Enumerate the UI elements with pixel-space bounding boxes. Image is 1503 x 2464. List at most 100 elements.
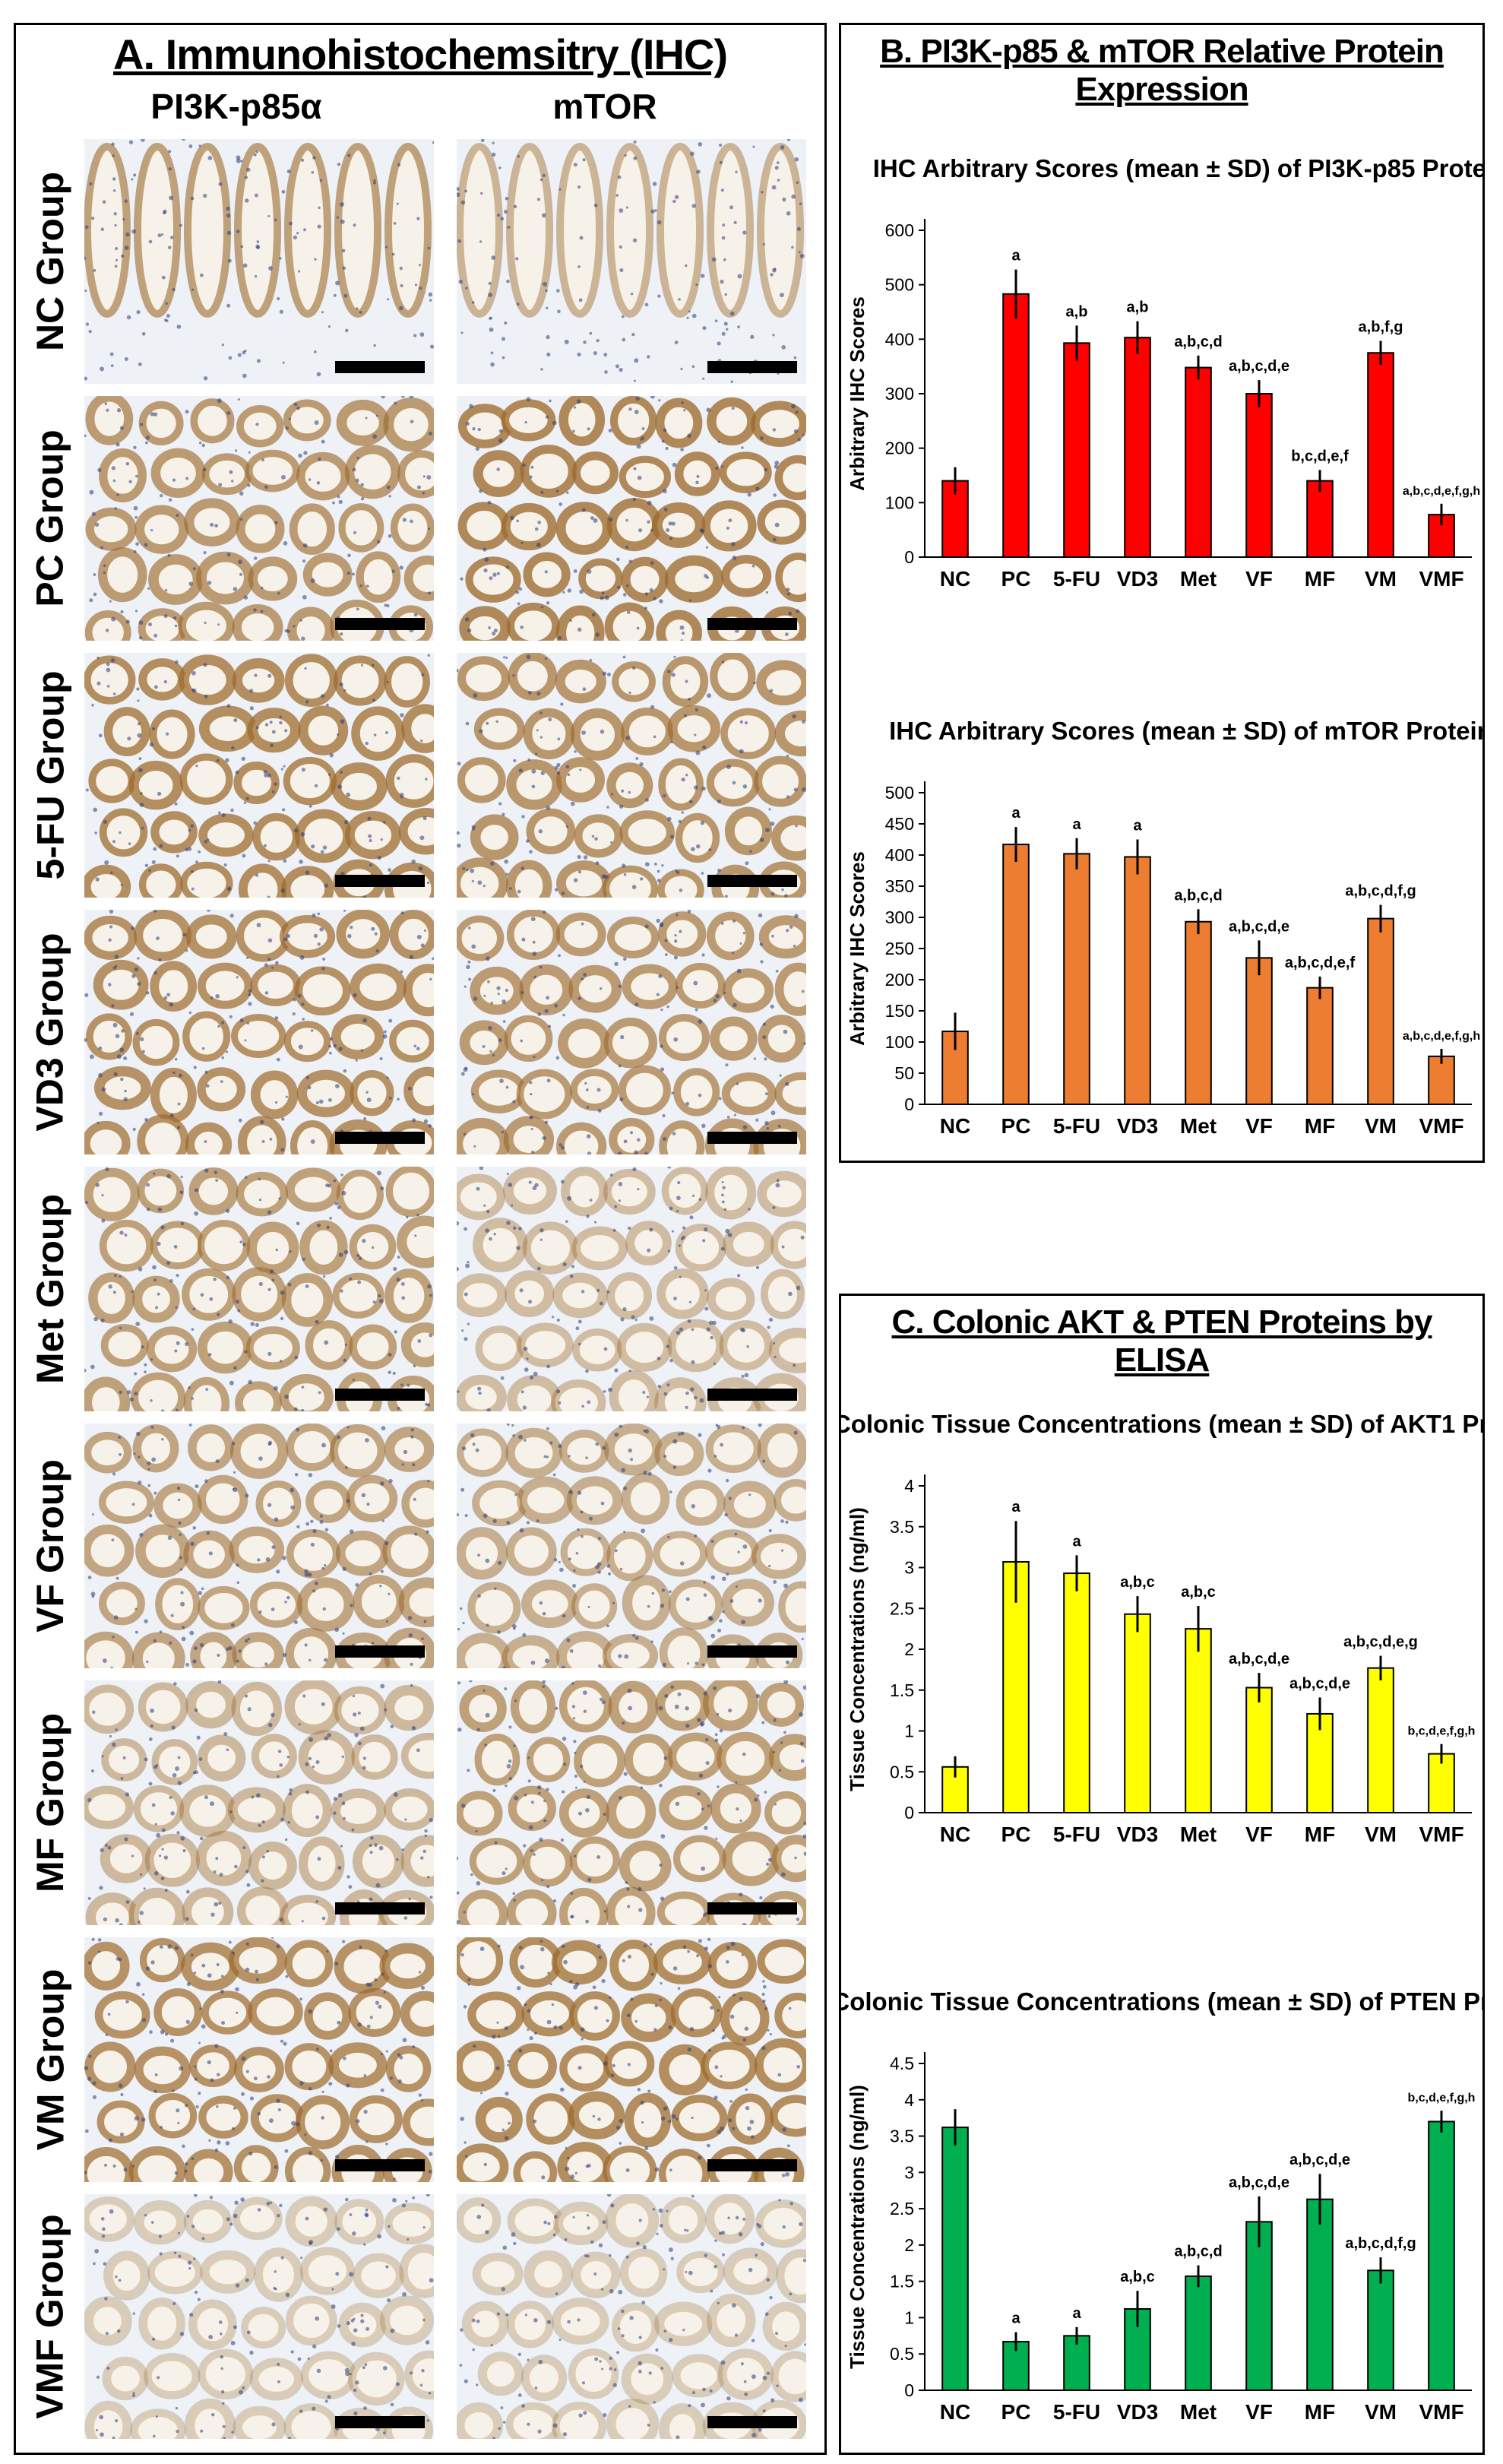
x-tick-label: Met xyxy=(1180,1823,1217,1846)
significance-label: a xyxy=(1011,2310,1020,2327)
scale-bar xyxy=(707,1902,797,1915)
x-tick-label: PC xyxy=(1001,567,1031,591)
chart-akt1: Colonic Tissue Concentrations (mean ± SD… xyxy=(841,1410,1482,1846)
y-tick-label: 0 xyxy=(904,547,914,567)
x-tick-label: Met xyxy=(1180,567,1217,591)
row-label-text: MF Group xyxy=(29,1712,71,1893)
significance-label: a,b,f,g xyxy=(1359,318,1403,335)
panel-a-title: A. Immunohistochemsitry (IHC) xyxy=(113,30,728,78)
y-axis-label: Arbitrary IHC Scores xyxy=(846,851,869,1046)
micrograph-mtor xyxy=(457,2194,806,2439)
y-tick-label: 200 xyxy=(885,439,914,458)
micrograph-pi3k xyxy=(84,396,434,641)
y-tick-label: 2.5 xyxy=(890,2199,914,2219)
bar xyxy=(1428,1753,1455,1814)
bar xyxy=(1063,2335,1090,2392)
micrograph-mtor xyxy=(457,396,806,641)
x-tick-label: VM xyxy=(1365,1114,1397,1138)
y-tick-label: 0 xyxy=(904,1094,914,1114)
bar xyxy=(1063,1572,1090,1813)
y-tick-label: 50 xyxy=(894,1063,914,1083)
bar xyxy=(1245,1686,1273,1813)
scale-bar xyxy=(335,618,425,630)
panel-b-ihc-scores: B. PI3K-p85 & mTOR Relative Protein Expr… xyxy=(839,23,1485,1163)
row-label: VMF Group xyxy=(16,2194,84,2439)
significance-label: a,b,c xyxy=(1120,2269,1155,2285)
significance-label: a,b,c,d,e xyxy=(1289,1675,1350,1692)
micrograph-mtor xyxy=(457,653,806,898)
chart-title: IHC Arbitrary Scores (mean ± SD) of PI3K… xyxy=(873,154,1482,182)
x-tick-label: Met xyxy=(1180,2400,1217,2424)
panel-c-title: C. Colonic AKT & PTEN Proteins by ELISA xyxy=(891,1303,1433,1379)
y-axis-label: Tissue Concentrations (ng/ml) xyxy=(846,2085,869,2369)
bar xyxy=(1185,2275,1212,2391)
x-tick-label: MF xyxy=(1305,1823,1335,1846)
row-label: VM Group xyxy=(16,1937,84,2182)
x-tick-label: PC xyxy=(1001,1114,1031,1138)
significance-label: b,c,d,e,f,g,h xyxy=(1408,2092,1476,2105)
significance-label: a,b,c,d,e,f,g,h xyxy=(1403,485,1480,498)
x-tick-label: VF xyxy=(1245,1823,1273,1846)
row-label-text: NC Group xyxy=(29,171,71,352)
row-label-text: 5-FU Group xyxy=(29,670,72,880)
x-tick-label: NC xyxy=(940,1823,970,1846)
micrograph-pi3k xyxy=(84,1424,434,1668)
significance-label: a,b,c xyxy=(1181,1584,1216,1601)
bar xyxy=(1367,2269,1394,2392)
y-tick-label: 350 xyxy=(885,876,914,896)
significance-label: a xyxy=(1011,805,1020,822)
micrograph-mtor xyxy=(457,139,806,384)
column-header-mtor: mTOR xyxy=(552,87,657,126)
significance-label: a,b,c,d xyxy=(1174,334,1222,350)
x-tick-label: MF xyxy=(1305,1114,1335,1138)
chart-pi3k-p85: IHC Arbitrary Scores (mean ± SD) of PI3K… xyxy=(846,154,1482,591)
scale-bar xyxy=(335,1389,425,1401)
panel-c-elisa: C. Colonic AKT & PTEN Proteins by ELISA … xyxy=(839,1294,1485,2455)
x-tick-label: Met xyxy=(1180,1114,1217,1138)
significance-label: a xyxy=(1072,2305,1081,2322)
x-tick-label: NC xyxy=(940,1114,970,1138)
scale-bar xyxy=(707,875,797,887)
micrograph-mtor xyxy=(457,1937,806,2182)
micrograph-pi3k xyxy=(84,1937,434,2182)
significance-label: a,b,c,d,e xyxy=(1229,918,1289,935)
row-label-text: VMF Group xyxy=(29,2214,72,2419)
bar xyxy=(1185,1628,1212,1813)
significance-label: a,b,c,d,e,f,g,h xyxy=(1403,1030,1480,1043)
row-label-text: VM Group xyxy=(29,1968,71,2151)
bar xyxy=(1245,393,1273,558)
significance-label: b,c,d,e,f,g,h xyxy=(1408,1725,1476,1738)
row-label: Met Group xyxy=(16,1167,84,1411)
bar xyxy=(1124,856,1151,1106)
row-label: VD3 Group xyxy=(16,910,84,1154)
significance-label: a,b,c,d,e,g xyxy=(1343,1634,1418,1651)
x-tick-label: MF xyxy=(1305,567,1335,591)
row-label: NC Group xyxy=(16,139,84,384)
y-tick-label: 3 xyxy=(904,1558,914,1578)
scale-bar xyxy=(335,2159,425,2171)
scale-bar xyxy=(335,1132,425,1144)
y-tick-label: 0 xyxy=(904,1803,914,1823)
significance-label: a,b,c,d,f,g xyxy=(1345,2235,1416,2252)
bar xyxy=(1002,844,1030,1105)
bar xyxy=(1185,366,1212,558)
x-tick-label: PC xyxy=(1001,2400,1031,2424)
y-tick-label: 400 xyxy=(885,329,914,349)
x-tick-label: VM xyxy=(1365,567,1397,591)
y-tick-label: 300 xyxy=(885,384,914,404)
scale-bar xyxy=(335,875,425,887)
x-tick-label: VMF xyxy=(1419,2400,1463,2424)
micrograph-pi3k xyxy=(84,653,434,898)
significance-label: a xyxy=(1011,248,1020,264)
bar xyxy=(1185,920,1212,1105)
x-tick-label: NC xyxy=(940,567,970,591)
y-tick-label: 150 xyxy=(885,1001,914,1021)
row-label: VF Group xyxy=(16,1424,84,1668)
bar xyxy=(1367,1667,1394,1813)
bar xyxy=(1124,337,1151,559)
y-tick-label: 4 xyxy=(904,1476,914,1496)
y-tick-label: 1.5 xyxy=(890,1680,914,1700)
scale-bar xyxy=(335,1902,425,1915)
micrograph-pi3k xyxy=(84,910,434,1154)
bar xyxy=(1063,853,1090,1106)
